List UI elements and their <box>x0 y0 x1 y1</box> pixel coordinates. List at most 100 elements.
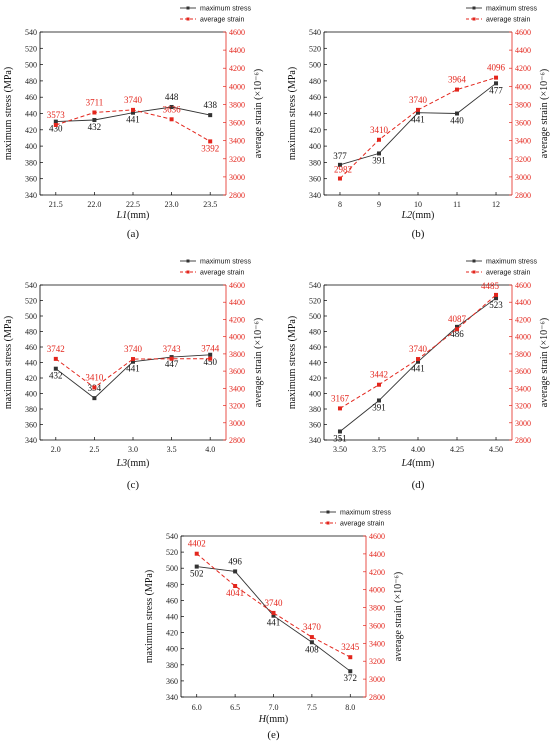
data-label-strain: 3573 <box>47 110 66 120</box>
data-label-strain: 3442 <box>370 370 388 380</box>
y2-tick-label: 4600 <box>369 532 385 541</box>
x-tick-label: 4.0 <box>205 445 215 454</box>
y-tick-label: 340 <box>309 191 321 200</box>
y2-tick-label: 3600 <box>515 367 531 376</box>
y-tick-label: 440 <box>309 359 321 368</box>
y-tick-label: 500 <box>309 312 321 321</box>
x-tick-label: 11 <box>453 200 461 209</box>
legend-label-stress: maximum stress <box>486 6 537 13</box>
y-tick-label: 440 <box>25 359 37 368</box>
x-tick-label: 23.0 <box>165 200 179 209</box>
data-point-strain <box>376 382 381 387</box>
y-tick-label: 360 <box>25 421 37 430</box>
legend: maximum stress average strain <box>180 259 251 277</box>
y2-tick-label: 3400 <box>515 384 531 393</box>
data-point-strain <box>348 655 353 660</box>
data-label-strain: 3743 <box>163 344 182 354</box>
data-point-stress <box>376 151 381 156</box>
y-tick-label: 400 <box>309 142 321 151</box>
y2-tick-label: 3800 <box>229 100 245 109</box>
data-point-stress <box>194 564 199 569</box>
y2-tick-label: 3000 <box>515 173 531 182</box>
y-tick-label: 340 <box>25 436 37 445</box>
legend-label-strain: average strain <box>486 17 530 24</box>
y-tick-label: 380 <box>309 158 321 167</box>
x-tick-label: 2.0 <box>51 445 61 454</box>
y2-tick-label: 4200 <box>515 64 531 73</box>
y2-tick-label: 4000 <box>515 333 531 342</box>
y2-tick-label: 3800 <box>229 350 245 359</box>
data-label-strain: 3410 <box>370 125 389 135</box>
y2-tick-label: 4400 <box>369 550 385 559</box>
data-point-stress <box>455 324 460 329</box>
data-point-strain <box>169 356 174 361</box>
y-tick-label: 440 <box>166 613 178 622</box>
data-label-strain: 3740 <box>265 598 284 608</box>
data-point-stress <box>337 162 342 167</box>
y-tick-label: 500 <box>25 312 37 321</box>
data-label-strain: 3245 <box>341 642 360 652</box>
data-point-stress <box>337 429 342 434</box>
legend: maximum stress average strain <box>466 259 537 277</box>
data-label-stress: 391 <box>372 155 386 165</box>
x-axis-title: L4(mm) <box>401 458 435 469</box>
y2-tick-label: 3400 <box>369 639 385 648</box>
data-point-stress <box>416 359 420 364</box>
y-tick-label: 360 <box>309 175 321 184</box>
legend-marker-stress <box>186 6 190 10</box>
y-tick-label: 520 <box>166 548 178 557</box>
x-tick-label: 7.0 <box>269 703 279 712</box>
y2-tick-label: 4000 <box>229 82 245 91</box>
data-point-strain <box>271 610 276 615</box>
y2-tick-label: 2800 <box>369 693 385 702</box>
x-axis-unit: (mm) <box>412 458 434 469</box>
y2-tick-label: 3600 <box>515 119 531 128</box>
y-tick-label: 420 <box>25 374 37 383</box>
y-tick-label: 480 <box>309 328 321 337</box>
y-tick-label: 520 <box>25 297 37 306</box>
y-tick-label: 420 <box>25 126 37 135</box>
data-label-stress: 438 <box>203 100 217 110</box>
data-label-stress: 441 <box>126 364 140 374</box>
data-point-strain <box>131 357 135 362</box>
data-point-strain <box>233 583 238 588</box>
x-axis-unit: (mm) <box>127 210 149 221</box>
panel-label: (a) <box>127 228 140 240</box>
data-point-stress <box>233 569 238 574</box>
y2-axis-title: average strain (×10⁻⁶) <box>253 318 264 407</box>
y-tick-label: 520 <box>309 44 321 53</box>
data-label-strain: 3711 <box>86 98 104 108</box>
y2-tick-label: 3000 <box>229 173 245 182</box>
panel-label: (c) <box>127 479 140 491</box>
legend-marker-strain <box>472 17 476 21</box>
y-tick-label: 540 <box>25 28 37 37</box>
data-point-strain <box>53 356 58 361</box>
y2-tick-label: 3800 <box>515 100 531 109</box>
legend-label-stress: maximum stress <box>200 259 251 266</box>
y-axis-title: maximum stress (MPa) <box>3 67 14 160</box>
legend-marker-stress <box>186 259 190 263</box>
data-label-strain: 2982 <box>334 165 352 175</box>
data-label-stress: 372 <box>344 673 358 683</box>
data-point-strain <box>416 357 420 362</box>
data-label-strain: 3470 <box>303 622 322 632</box>
x-axis-variable: L1 <box>116 210 128 221</box>
y2-tick-label: 3400 <box>229 137 245 146</box>
data-label-strain: 4485 <box>481 281 500 291</box>
x-tick-label: 23.5 <box>203 200 217 209</box>
data-point-strain <box>208 139 213 144</box>
y2-tick-label: 3400 <box>515 137 531 146</box>
x-tick-label: 12 <box>492 200 500 209</box>
legend-label-strain: average strain <box>200 270 244 277</box>
chart-panel-2: 340 360 380 400 420 440 460 480 500 520 540 2800 300… <box>287 6 550 241</box>
x-axis-variable: L2 <box>401 210 413 221</box>
y2-tick-label: 4400 <box>515 46 531 55</box>
data-point-stress <box>416 110 420 115</box>
x-tick-label: 2.5 <box>89 445 99 454</box>
y-tick-label: 500 <box>309 61 321 70</box>
y2-tick-label: 2800 <box>229 191 245 200</box>
x-axis-title: H(mm) <box>258 714 288 725</box>
y2-tick-label: 4200 <box>369 568 385 577</box>
y-tick-label: 380 <box>25 158 37 167</box>
y-tick-label: 360 <box>166 677 178 686</box>
